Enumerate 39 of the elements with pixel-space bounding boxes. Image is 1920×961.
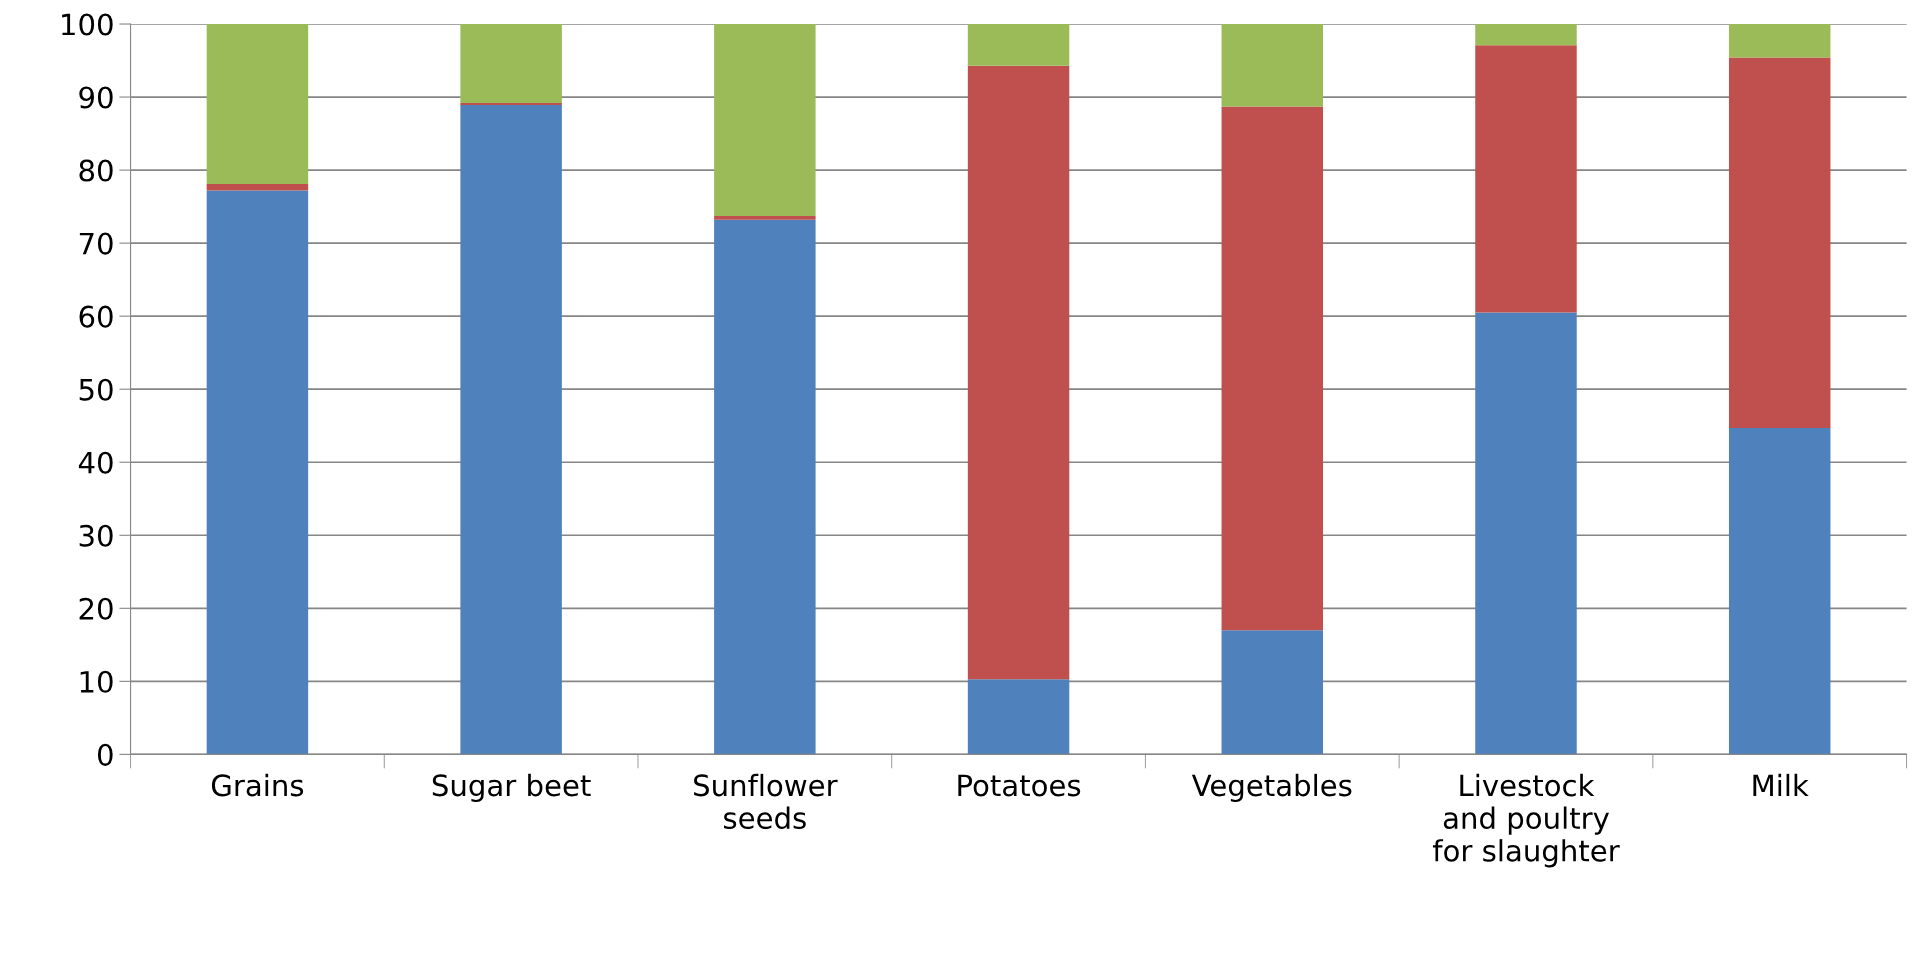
y-tick-label: 90 xyxy=(79,86,113,109)
y-tick-label: 10 xyxy=(80,670,113,693)
y-tick-label: 100 xyxy=(62,13,113,36)
y-tick-label: 30 xyxy=(79,524,113,547)
bar xyxy=(206,183,309,191)
x-tick-label: Livestock and poultry for slaughter xyxy=(1432,773,1620,868)
bar xyxy=(967,24,1070,66)
bar xyxy=(1728,57,1831,428)
x-tick-label: Sugar beet xyxy=(432,773,591,803)
bar xyxy=(460,24,562,103)
x-tick-label: Vegetables xyxy=(1191,773,1352,803)
bar xyxy=(1475,45,1577,313)
bar xyxy=(1221,630,1324,755)
y-tick-label: 40 xyxy=(78,451,113,474)
x-tick-label: Potatoes xyxy=(958,774,1081,797)
bar xyxy=(1475,312,1577,755)
x-tick-label: Grains xyxy=(211,773,304,797)
bar xyxy=(967,65,1070,680)
bar xyxy=(1728,24,1831,58)
bar xyxy=(206,190,309,755)
bar xyxy=(1221,24,1324,107)
bar xyxy=(714,24,816,217)
bar xyxy=(714,219,816,755)
bar xyxy=(967,679,1070,755)
bar xyxy=(460,105,562,755)
bar xyxy=(1221,106,1324,631)
x-tick-label: Milk xyxy=(1753,773,1809,796)
y-tick-label: 0 xyxy=(97,743,113,766)
y-tick-label: 60 xyxy=(79,305,113,328)
bar xyxy=(714,216,816,220)
bar xyxy=(1728,427,1831,755)
y-tick-label: 50 xyxy=(79,378,113,401)
bar xyxy=(460,102,562,106)
bar xyxy=(206,24,309,184)
x-tick-label: Sunflower seeds xyxy=(694,773,838,830)
bar xyxy=(1475,24,1577,46)
y-tick-label: 70 xyxy=(79,232,113,255)
y-tick-label: 20 xyxy=(79,597,113,620)
y-tick-label: 80 xyxy=(79,159,113,182)
